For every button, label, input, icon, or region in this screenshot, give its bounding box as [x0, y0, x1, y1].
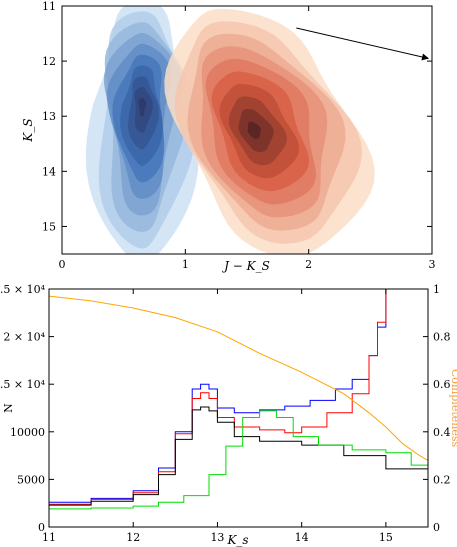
bottom-panel: 11 12 13 14 15 0 5000 10000 1.5 × 10⁴ 2 × 10⁴ 2.5 … — [0, 283, 457, 547]
bottom-x-tick-label: 11 — [42, 531, 56, 544]
bottom-axis-ticks: 11 12 13 14 15 0 5000 10000 1.5 × 10⁴ 2 × 10⁴ 2.5 … — [0, 283, 451, 544]
bottom-y-tick-label: 2 × 10⁴ — [3, 331, 45, 344]
bottom-y2-tick-label: 0.6 — [433, 378, 451, 391]
bottom-y2-tick-label: 1 — [433, 283, 440, 296]
bottom-y2-axis-label: Completeness — [449, 369, 457, 448]
top-x-tick-label: 0 — [59, 258, 66, 271]
top-x-axis-label: J − K_S — [221, 259, 270, 273]
red-contour-level — [247, 121, 261, 139]
line-layer — [49, 289, 428, 510]
bottom-x-tick-label: 14 — [295, 531, 309, 544]
contour-layer — [85, 6, 375, 254]
completeness-line — [49, 295, 428, 461]
bottom-y-tick-label: 0 — [38, 521, 45, 534]
bottom-x-tick-label: 15 — [379, 531, 393, 544]
top-y-tick-label: 11 — [42, 0, 56, 13]
top-x-tick-label: 3 — [429, 258, 436, 271]
top-y-tick-label: 15 — [42, 220, 56, 233]
bottom-y-tick-label: 2.5 × 10⁴ — [0, 283, 46, 296]
black-series-line — [49, 406, 428, 506]
bottom-plot-area — [49, 289, 428, 527]
top-y-tick-label: 13 — [42, 110, 56, 123]
bottom-y-tick-label: 1.5 × 10⁴ — [0, 378, 46, 391]
bottom-x-tick-label: 13 — [210, 531, 224, 544]
bottom-y2-tick-label: 0.2 — [433, 473, 451, 486]
bottom-y2-tick-label: 0.8 — [433, 331, 451, 344]
blue-contour-level — [138, 97, 147, 117]
bottom-y2-tick-label: 0.4 — [433, 426, 451, 439]
bottom-y-tick-label: 10000 — [10, 426, 45, 439]
annotation-arrow — [296, 27, 429, 61]
bottom-frame — [48, 288, 429, 528]
top-y-tick-label: 14 — [42, 165, 56, 178]
top-x-tick-label: 1 — [182, 258, 189, 271]
bottom-y-tick-label: 5000 — [17, 473, 45, 486]
green-series-line — [49, 410, 428, 510]
bottom-y2-tick-label: 0 — [433, 521, 440, 534]
top-y-axis-label: K_S — [21, 118, 35, 142]
top-y-tick-label: 12 — [42, 55, 56, 68]
bottom-y-axis-label: N — [2, 403, 15, 413]
bottom-x-axis-label: K_s — [226, 533, 248, 547]
top-frame — [61, 5, 433, 255]
top-x-tick-label: 2 — [305, 258, 312, 271]
bottom-x-tick-label: 12 — [126, 531, 140, 544]
